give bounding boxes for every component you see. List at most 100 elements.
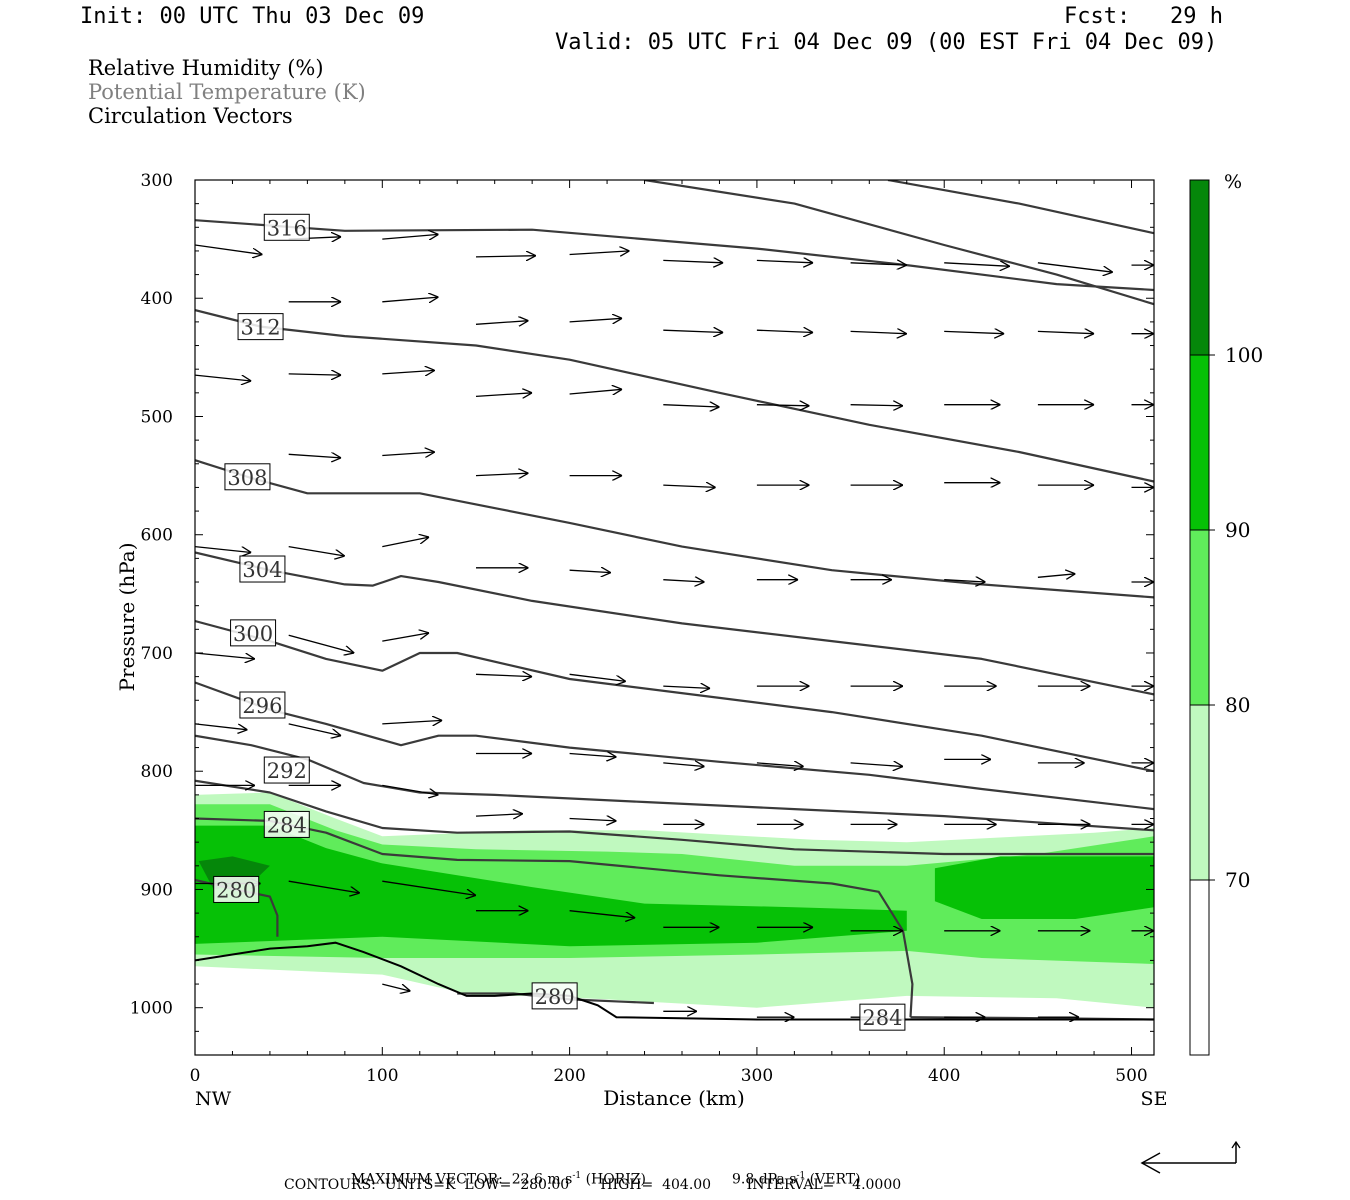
circulation-vector — [756, 763, 804, 767]
y-tick-label: 500 — [141, 407, 173, 427]
contour-label: 304 — [242, 558, 282, 582]
circulation-vector — [382, 880, 476, 895]
contour-label-box — [230, 619, 277, 647]
circulation-vector — [475, 814, 523, 816]
circulation-vector — [569, 318, 623, 322]
contour-label: 280 — [216, 878, 256, 902]
x-end-label-right: SE — [1141, 1088, 1168, 1110]
contour-label-box — [237, 313, 284, 341]
circulation-vector — [1037, 574, 1075, 578]
circulation-vector — [288, 634, 355, 653]
circulation-vector — [382, 452, 435, 456]
legend-circulation-vectors: Circulation Vectors — [88, 104, 293, 128]
x-tick-label: 100 — [366, 1066, 398, 1086]
circulation-vector — [663, 330, 723, 332]
circulation-vector — [288, 723, 341, 736]
y-tick-label: 400 — [141, 289, 173, 309]
circulation-vector — [756, 405, 810, 406]
contour-label-box — [213, 875, 260, 903]
circulation-vector — [663, 686, 710, 688]
x-tick-label: 400 — [928, 1066, 960, 1086]
contour-label: 284 — [862, 1006, 902, 1030]
circulation-vector — [663, 260, 723, 262]
theta-contour — [195, 309, 1154, 483]
y-tick-label: 700 — [141, 644, 173, 664]
circulation-vector — [944, 263, 1010, 267]
y-tick-label: 600 — [141, 526, 173, 546]
circulation-vector — [475, 473, 528, 475]
circulation-vector — [569, 819, 617, 821]
circulation-vector — [288, 454, 341, 458]
x-tick-label: 0 — [190, 1066, 201, 1086]
circulation-vector — [195, 374, 251, 381]
y-tick-label: 900 — [141, 880, 173, 900]
circulation-vector — [756, 330, 813, 332]
circulation-vector — [382, 297, 438, 302]
contour-label: 312 — [241, 316, 281, 340]
theta-contour — [195, 219, 1154, 292]
circulation-vector — [382, 370, 435, 374]
footer-contours: CONTOURS: UNITS=K LOW= 280.00 HIGH= 404.… — [284, 1177, 902, 1193]
footer-max-vector: MAXIMUM VECTOR: 22.6 m s-1 (HORIZ) 9.8 dP… — [342, 1158, 861, 1187]
contour-label-box — [859, 1003, 906, 1031]
circulation-vector — [475, 321, 528, 325]
valid-time: Valid: 05 UTC Fri 04 Dec 09 (00 EST Fri … — [555, 30, 1218, 55]
rh-shading-rh90 — [195, 825, 907, 947]
footer-vert-exponent: -1 — [796, 1171, 806, 1181]
circulation-vector — [569, 754, 617, 758]
legend-relative-humidity: Relative Humidity (%) — [88, 56, 324, 80]
contour-label: 316 — [267, 216, 307, 240]
circulation-vector — [850, 263, 907, 265]
footer-horiz-label: (HORIZ) — [585, 1171, 646, 1188]
circulation-vector — [195, 244, 262, 255]
colorbar-label: 90 — [1225, 518, 1250, 542]
footer-vert-label: (VERT) — [809, 1171, 861, 1188]
theta-contour — [195, 734, 1154, 832]
circulation-vector — [569, 910, 636, 918]
y-tick-label: 300 — [141, 171, 173, 191]
contour-label-box — [531, 982, 578, 1010]
circulation-vector — [850, 331, 907, 333]
colorbar-label: 80 — [1225, 693, 1250, 717]
colorbar-label: 70 — [1225, 868, 1250, 892]
circulation-vector — [944, 331, 1004, 333]
legend-potential-temperature: Potential Temperature (K) — [88, 80, 366, 104]
circulation-vector — [663, 405, 719, 407]
circulation-vector — [569, 570, 611, 572]
theta-contour — [195, 681, 1154, 811]
x-tick-label: 500 — [1115, 1066, 1147, 1086]
x-end-label-left: NW — [195, 1088, 232, 1110]
circulation-vector — [663, 485, 715, 487]
circulation-vector — [475, 674, 532, 676]
contour-label: 280 — [535, 985, 575, 1009]
colorbar-unit: % — [1224, 171, 1242, 193]
y-axis-title: Pressure (hPa) — [115, 543, 139, 692]
colorbar-frame — [1189, 179, 1210, 1056]
circulation-vector — [1037, 262, 1113, 272]
contour-label: 296 — [242, 694, 282, 718]
y-tick-label: 1000 — [130, 999, 173, 1019]
contour-label: 284 — [267, 813, 307, 837]
contour-label-box — [239, 691, 286, 719]
footer-horiz-value: MAXIMUM VECTOR: 22.6 m s — [350, 1171, 573, 1188]
x-tick-label: 300 — [741, 1066, 773, 1086]
circulation-vector — [288, 374, 341, 375]
theta-contour — [195, 619, 1154, 773]
theta-contour — [195, 779, 1154, 856]
circulation-vector — [382, 633, 429, 642]
circulation-vector — [569, 389, 623, 394]
circulation-vector — [663, 763, 704, 767]
circulation-vector — [663, 580, 704, 582]
circulation-vector — [195, 723, 247, 730]
colorbar-segment — [1190, 355, 1209, 530]
reference-vector-icon — [1140, 1140, 1241, 1174]
rh-shading-rh90 — [934, 856, 1154, 919]
circulation-vector — [288, 880, 360, 893]
contour-label: 308 — [227, 466, 267, 490]
y-tick-label: 800 — [141, 762, 173, 782]
circulation-vector — [850, 763, 903, 767]
x-axis-title: Distance (km) — [603, 1086, 745, 1110]
contour-label-box — [263, 756, 310, 784]
theta-contour — [887, 180, 1154, 235]
